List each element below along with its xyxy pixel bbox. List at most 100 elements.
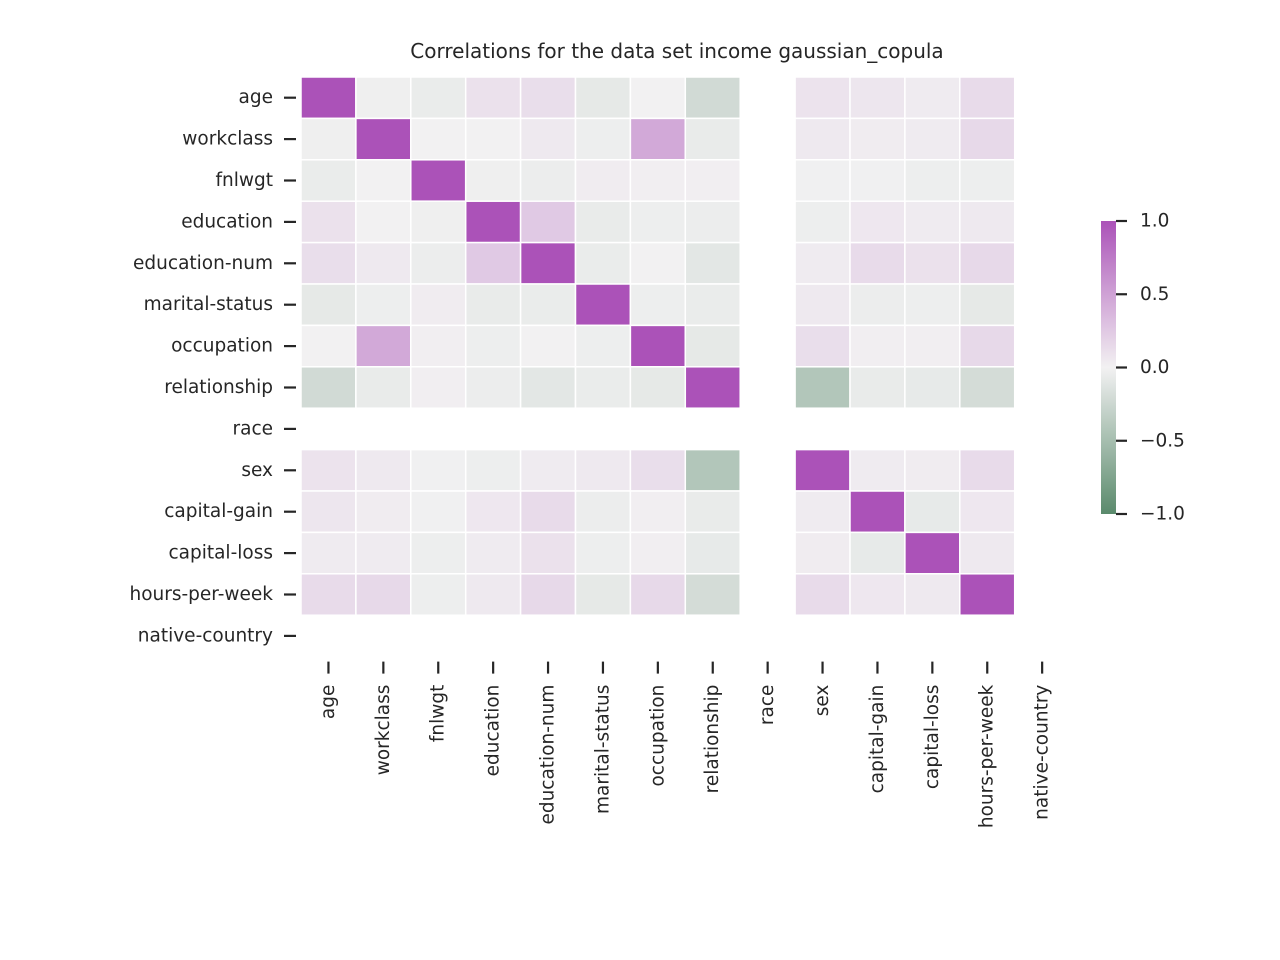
heatmap-cell — [849, 117, 906, 161]
heatmap-cell — [794, 531, 851, 575]
y-tick-label: fnlwgt — [215, 170, 273, 191]
heatmap-cell — [849, 366, 906, 409]
heatmap-cell — [629, 200, 687, 244]
heatmap-cell — [794, 117, 851, 161]
heatmap-cell — [519, 573, 577, 616]
heatmap-cell — [410, 573, 467, 616]
heatmap-cell — [300, 448, 357, 492]
y-tick-label: sex — [241, 460, 273, 481]
heatmap-cell — [684, 448, 741, 492]
x-tick-label: age — [318, 685, 339, 719]
y-tick-label: relationship — [164, 377, 273, 398]
heatmap-cell — [410, 324, 467, 368]
heatmap-cell — [574, 573, 632, 616]
heatmap-cell — [959, 159, 1016, 202]
heatmap-cell — [684, 366, 741, 409]
heatmap-cell — [300, 159, 357, 202]
heatmap-cell — [519, 324, 577, 368]
x-tick-label: occupation — [647, 685, 668, 787]
heatmap-cell — [794, 448, 851, 492]
y-tick-label: education-num — [133, 253, 273, 274]
heatmap-cell — [574, 159, 632, 202]
heatmap-cell — [959, 531, 1016, 575]
heatmap-cell — [629, 490, 687, 534]
heatmap-cell — [519, 241, 577, 285]
x-tick-label: education — [483, 685, 504, 777]
x-tick-label: sex — [812, 685, 833, 717]
heatmap-cell — [355, 366, 412, 409]
heatmap-cell — [410, 117, 467, 161]
heatmap-cell — [629, 531, 687, 575]
heatmap-cell — [300, 324, 357, 368]
heatmap-cell — [464, 200, 522, 244]
heatmap-cell — [629, 366, 687, 409]
heatmap-cell — [904, 573, 961, 616]
y-tick-label: age — [239, 87, 273, 108]
heatmap-cell — [904, 76, 961, 120]
heatmap-cell — [959, 117, 1016, 161]
heatmap-cell — [574, 490, 632, 534]
heatmap-cell — [464, 76, 522, 120]
heatmap-cell — [629, 324, 687, 368]
heatmap-cell — [904, 448, 961, 492]
y-tick-label: race — [233, 418, 274, 439]
heatmap-cell — [464, 448, 522, 492]
y-tick-label: native-country — [138, 625, 273, 646]
heatmap-cell — [959, 448, 1016, 492]
heatmap-cell — [794, 241, 851, 285]
x-tick-label: hours-per-week — [977, 684, 998, 828]
colorbar-tick-label: 1.0 — [1140, 211, 1169, 232]
heatmap-cell — [959, 490, 1016, 534]
heatmap-cell — [959, 324, 1016, 368]
heatmap-cell — [410, 200, 467, 244]
y-axis: age workclass fnlwgt education education-num… — [129, 87, 296, 646]
heatmap-cell — [300, 573, 357, 616]
y-tick-label: workclass — [182, 129, 273, 150]
heatmap-cell — [684, 531, 741, 575]
heatmap-cell — [959, 76, 1016, 120]
heatmap-cell — [849, 283, 906, 327]
heatmap-cell — [519, 366, 577, 409]
heatmap-cell — [629, 117, 687, 161]
heatmap-cell — [574, 324, 632, 368]
heatmap-cell — [519, 448, 577, 492]
colorbar: 1.0 0.5 0.0 −0.5 −1.0 — [1101, 211, 1185, 525]
heatmap-cell — [959, 200, 1016, 244]
heatmap-cell — [519, 490, 577, 534]
heatmap-cell — [464, 241, 522, 285]
heatmap-cell — [849, 490, 906, 534]
heatmap-cell — [410, 448, 467, 492]
x-tick-label: workclass — [373, 685, 394, 776]
heatmap-cell — [684, 200, 741, 244]
heatmap-cell — [410, 531, 467, 575]
heatmap-cell — [574, 531, 632, 575]
heatmap-cell — [849, 324, 906, 368]
heatmap-cell — [904, 159, 961, 202]
heatmap-cell — [355, 283, 412, 327]
heatmap-cell — [519, 283, 577, 327]
x-tick-label: capital-loss — [922, 685, 943, 790]
heatmap-cell — [794, 159, 851, 202]
heatmap-cell — [794, 200, 851, 244]
heatmap-cell — [355, 200, 412, 244]
heatmap-cell — [574, 241, 632, 285]
heatmap-cell — [300, 76, 357, 120]
heatmap-cell — [410, 76, 467, 120]
heatmap-cell — [629, 573, 687, 616]
heatmap-cell — [574, 366, 632, 409]
heatmap-cell — [849, 241, 906, 285]
heatmap-cell — [355, 117, 412, 161]
heatmap-cell — [355, 159, 412, 202]
heatmap-cell — [519, 531, 577, 575]
heatmap-cell — [464, 283, 522, 327]
heatmap-cell — [300, 283, 357, 327]
heatmap-cell — [904, 200, 961, 244]
x-tick-label: capital-gain — [867, 685, 888, 794]
heatmap-cell — [904, 241, 961, 285]
heatmap-cell — [684, 241, 741, 285]
heatmap-cell — [464, 366, 522, 409]
heatmap-cell — [300, 117, 357, 161]
heatmap-cell — [904, 117, 961, 161]
heatmap-cell — [519, 200, 577, 244]
x-axis: age workclass fnlwgt education education-num… — [318, 661, 1053, 828]
